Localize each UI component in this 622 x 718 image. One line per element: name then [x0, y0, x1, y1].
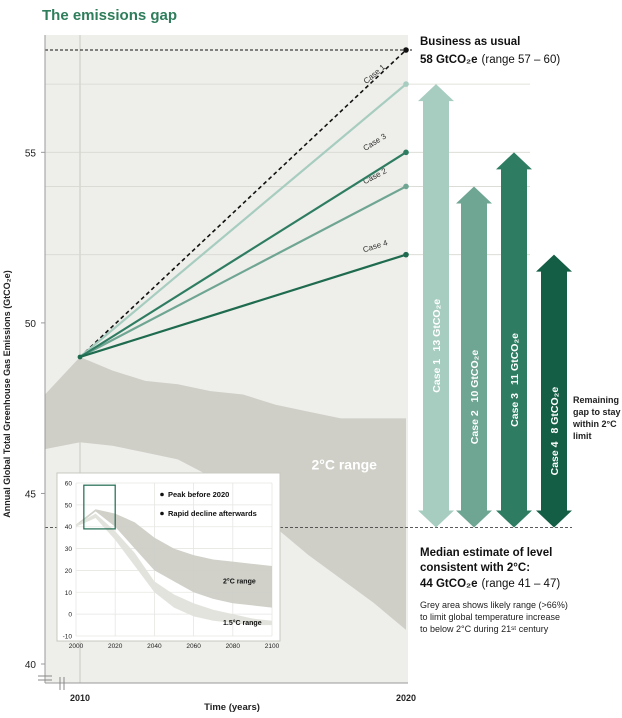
inset-legend-bullet [160, 492, 164, 497]
inset-legend-bullet [160, 511, 164, 516]
series-endpoint-case-4 [403, 251, 409, 258]
series-endpoint-case-3 [403, 149, 409, 156]
gap-arrows: Case 113 GtCO₂e Case 210 GtCO₂e Case 311 G… [418, 84, 572, 528]
note-line: to limit global temperature increase [420, 612, 560, 622]
note-line: Grey area shows likely range (>66%) [420, 600, 568, 610]
inset-y-tick-label: -10 [63, 634, 73, 641]
gap-arrow-label-case-2: Case 210 GtCO₂e [469, 350, 481, 445]
grey-area-note: Grey area shows likely range (>66%) to li… [420, 600, 568, 634]
y-tick-label: 40 [25, 660, 37, 671]
inset-y-tick-label: 10 [65, 590, 73, 597]
inset-x-tick-label: 2020 [108, 643, 123, 650]
series-line-business-as-usual [79, 49, 407, 358]
inset-legend-label: Rapid decline afterwards [168, 509, 257, 518]
inset-band-2c [76, 509, 272, 608]
bau-heading: Business as usual [420, 36, 520, 48]
inset-band-label-2c: 2°C range [223, 578, 256, 586]
inset-x-tick-label: 2060 [186, 643, 201, 650]
inset-y-tick-label: 40 [65, 524, 73, 531]
inset-zoom-box [83, 484, 116, 530]
inset-legend-label: Peak before 2020 [168, 490, 229, 499]
inset-y-tick-label: 50 [65, 502, 73, 509]
series-endpoint-business-as-usual [403, 47, 409, 53]
inset-x-tick-label: 2040 [147, 643, 162, 650]
remaining-gap-note: Remaining gap to stay within 2°C limit [572, 395, 621, 441]
median-heading-2: consistent with 2°C: [420, 562, 530, 574]
x-axis-label: Time (years) [204, 702, 260, 713]
gap-arrow-case-1 [418, 84, 454, 528]
gap-arrow-case-4 [536, 254, 572, 528]
gap-arrow-case-2 [456, 186, 492, 528]
median-value-line: 44 GtCO₂e (range 41 – 47) [420, 578, 560, 590]
remaining-line: limit [573, 431, 592, 441]
inset-y-tick-label: 20 [65, 568, 73, 575]
gap-arrow-label-case-3: Case 311 GtCO₂e [509, 333, 521, 427]
x-tick-label: 2010 [70, 693, 90, 703]
chart-title: The emissions gap [42, 7, 177, 24]
note-line: to below 2°C during 21ˢᵗ century [420, 624, 549, 634]
y-axis-label: Annual Global Total Greenhouse Gas Emiss… [2, 270, 12, 517]
range-band-label: 2°C range [311, 457, 377, 473]
inset-x-tick-label: 2080 [226, 643, 241, 650]
x-tick-label: 2020 [396, 693, 416, 703]
y-tick-label: 45 [25, 489, 37, 500]
range-band [45, 357, 406, 630]
inset-y-tick-label: 30 [65, 546, 73, 553]
series-origin-point [77, 354, 83, 360]
series-line-case-1 [79, 83, 407, 358]
inset-y-tick-label: 60 [65, 481, 73, 488]
series-line-case-4 [79, 253, 407, 359]
inset-x-tick-label: 2000 [69, 643, 84, 650]
bau-range: (range 57 – 60) [482, 54, 561, 66]
series-endpoint-case-2 [403, 183, 409, 190]
remaining-line: within 2°C [572, 419, 617, 429]
inset-x-tick-label: 2100 [265, 643, 280, 650]
y-tick-label: 55 [25, 148, 37, 159]
median-range: (range 41 – 47) [482, 578, 561, 590]
series-line-case-3 [79, 151, 407, 358]
remaining-line: Remaining [573, 395, 619, 405]
median-heading-1: Median estimate of level [420, 547, 552, 559]
gap-arrow-label-case-4: Case 48 GtCO₂e [549, 387, 561, 476]
y-tick-label: 50 [25, 319, 37, 330]
bau-value-line: 58 GtCO₂e (range 57 – 60) [420, 54, 560, 66]
gap-arrow-case-3 [496, 152, 532, 528]
inset-chart: 2000 2020 2040 2060 2080 2100 60 50 40 30 20 10 0 -10… [56, 472, 281, 650]
series-line-case-2 [79, 185, 407, 358]
inset-band-label-1-5c: 1.5°C range [223, 619, 262, 627]
bau-value: 58 GtCO₂e [420, 54, 478, 66]
inset-band-1-5c [76, 513, 272, 626]
series-endpoint-case-1 [403, 81, 409, 87]
median-value: 44 GtCO₂e [420, 578, 478, 590]
remaining-line: gap to stay [573, 407, 621, 417]
inset-y-tick-label: 0 [68, 612, 72, 619]
gap-arrow-label-case-1: Case 113 GtCO₂e [431, 299, 443, 393]
